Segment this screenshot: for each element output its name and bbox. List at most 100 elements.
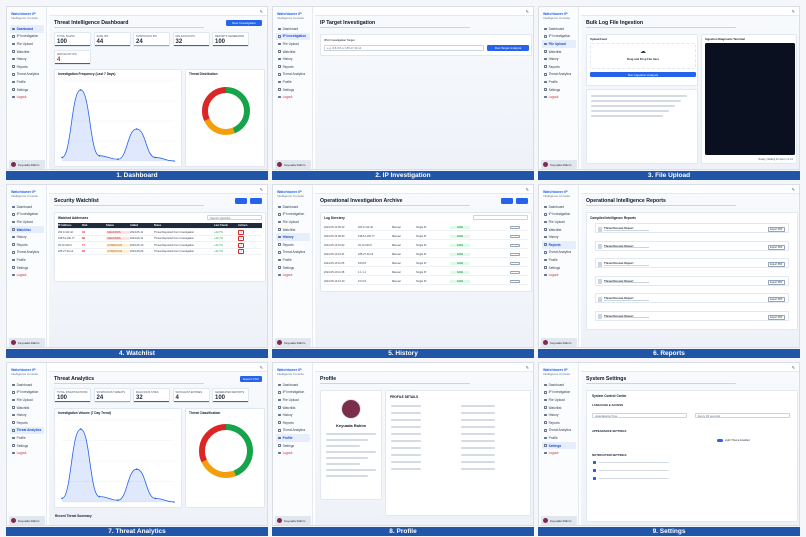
filter-button[interactable] (516, 198, 528, 204)
user-chip[interactable]: Keyuada Rahim (541, 516, 577, 525)
ip-input[interactable]: e.g. 8.8.8.8 or 185.27.40.14 (324, 45, 484, 51)
sidebar-item-dashboard[interactable]: Dashboard (10, 25, 44, 33)
sidebar-item-logout[interactable]: Logout (10, 449, 44, 457)
sidebar-item-watchlist[interactable]: Watchlist (10, 404, 44, 412)
edit-icon[interactable]: ✎ (259, 187, 263, 192)
watchlist-search[interactable]: Search watchlist (207, 215, 262, 220)
sidebar-item-threat-analytics[interactable]: Threat Analytics (276, 71, 310, 79)
sidebar-item-ip-investigation[interactable]: IP Investigation (10, 211, 44, 219)
view-button[interactable] (510, 225, 520, 229)
view-button[interactable] (510, 243, 520, 247)
export-pdf-button[interactable]: Export PDF (767, 262, 785, 267)
sidebar-item-history[interactable]: History (542, 411, 576, 419)
export-button[interactable] (250, 198, 262, 204)
sidebar-item-file-upload[interactable]: File Upload (276, 396, 310, 404)
sidebar-item-logout[interactable]: Logout (10, 93, 44, 101)
sidebar-item-ip-investigation[interactable]: IP Investigation (10, 33, 44, 41)
theme-toggle[interactable] (717, 439, 723, 442)
edit-icon[interactable]: ✎ (791, 187, 795, 192)
sidebar-item-profile[interactable]: Profile (10, 256, 44, 264)
user-chip[interactable]: Keyuada Rahim (275, 516, 311, 525)
sidebar-item-logout[interactable]: Logout (276, 449, 310, 457)
view-button[interactable] (510, 270, 520, 274)
sidebar-item-profile[interactable]: Profile (542, 434, 576, 442)
edit-icon[interactable]: ✎ (259, 365, 263, 370)
run-analysis-button[interactable]: Run Target Analysis (487, 45, 529, 51)
sidebar-item-threat-analytics[interactable]: Threat Analytics (542, 249, 576, 257)
sidebar-item-dashboard[interactable]: Dashboard (542, 203, 576, 211)
user-chip[interactable]: Keyuada Rahim (9, 516, 45, 525)
export-button[interactable] (501, 198, 513, 204)
sidebar-item-threat-analytics[interactable]: Threat Analytics (276, 427, 310, 435)
edit-icon[interactable]: ✎ (791, 365, 795, 370)
sidebar-item-history[interactable]: History (10, 411, 44, 419)
run-ingestion-button[interactable]: Run Ingestion Analysis (590, 72, 696, 77)
sidebar-item-dashboard[interactable]: Dashboard (10, 203, 44, 211)
edit-icon[interactable]: ✎ (525, 9, 529, 14)
sidebar-item-dashboard[interactable]: Dashboard (10, 381, 44, 389)
sidebar-item-reports[interactable]: Reports (542, 419, 576, 427)
checkbox[interactable] (593, 461, 596, 464)
sidebar-item-watchlist[interactable]: Watchlist (10, 225, 44, 234)
sidebar-item-threat-analytics[interactable]: Threat Analytics (10, 249, 44, 257)
user-chip[interactable]: Keyuada Rahim (9, 338, 45, 347)
sidebar-item-profile[interactable]: Profile (276, 434, 310, 442)
sidebar-item-history[interactable]: History (10, 233, 44, 241)
sidebar-item-threat-analytics[interactable]: Threat Analytics (542, 71, 576, 79)
sidebar-item-reports[interactable]: Reports (276, 63, 310, 71)
remove-button[interactable]: × (238, 249, 245, 255)
export-pdf-button[interactable]: Export PDF (767, 297, 785, 302)
sidebar-item-reports[interactable]: Reports (10, 241, 44, 249)
drop-zone[interactable]: ☁ Drag and Drop File Here (590, 43, 696, 69)
edit-icon[interactable]: ✎ (525, 187, 529, 192)
sidebar-item-reports[interactable]: Reports (542, 240, 576, 249)
sidebar-item-settings[interactable]: Settings (542, 441, 576, 450)
sidebar-item-logout[interactable]: Logout (10, 271, 44, 279)
sidebar-item-reports[interactable]: Reports (276, 241, 310, 249)
sidebar-item-ip-investigation[interactable]: IP Investigation (542, 33, 576, 41)
sidebar-item-file-upload[interactable]: File Upload (276, 218, 310, 226)
sidebar-item-logout[interactable]: Logout (542, 93, 576, 101)
sidebar-item-file-upload[interactable]: File Upload (10, 218, 44, 226)
sidebar-item-threat-analytics[interactable]: Threat Analytics (10, 426, 44, 435)
sidebar-item-reports[interactable]: Reports (10, 63, 44, 71)
sidebar-item-history[interactable]: History (10, 55, 44, 63)
sidebar-item-profile[interactable]: Profile (542, 256, 576, 264)
sidebar-item-watchlist[interactable]: Watchlist (10, 48, 44, 56)
sidebar-item-profile[interactable]: Profile (10, 434, 44, 442)
export-pdf-button[interactable]: Export PDF (767, 244, 785, 250)
user-chip[interactable]: Keyuada Rahim (275, 338, 311, 347)
sidebar-item-settings[interactable]: Settings (276, 264, 310, 272)
sidebar-item-logout[interactable]: Logout (542, 271, 576, 279)
sidebar-item-settings[interactable]: Settings (10, 264, 44, 272)
sidebar-item-settings[interactable]: Settings (276, 86, 310, 94)
sidebar-item-profile[interactable]: Profile (542, 78, 576, 86)
sidebar-item-ip-investigation[interactable]: IP Investigation (542, 389, 576, 397)
remove-button[interactable]: × (238, 236, 245, 242)
export-csv-button[interactable]: Export CSV (240, 376, 262, 382)
checkbox[interactable] (593, 469, 596, 472)
sidebar-item-logout[interactable]: Logout (276, 93, 310, 101)
sidebar-item-ip-investigation[interactable]: IP Investigation (10, 389, 44, 397)
sidebar-item-ip-investigation[interactable]: IP Investigation (276, 389, 310, 397)
sidebar-item-threat-analytics[interactable]: Threat Analytics (542, 427, 576, 435)
sidebar-item-threat-analytics[interactable]: Threat Analytics (10, 71, 44, 79)
user-chip[interactable]: Keyuada Rahim (541, 338, 577, 347)
sidebar-item-reports[interactable]: Reports (276, 419, 310, 427)
sidebar-item-file-upload[interactable]: File Upload (542, 396, 576, 404)
sidebar-item-dashboard[interactable]: Dashboard (276, 381, 310, 389)
sidebar-item-logout[interactable]: Logout (276, 271, 310, 279)
sidebar-item-watchlist[interactable]: Watchlist (276, 404, 310, 412)
sidebar-item-reports[interactable]: Reports (10, 419, 44, 427)
sidebar-item-settings[interactable]: Settings (276, 442, 310, 450)
sidebar-item-file-upload[interactable]: File Upload (276, 40, 310, 48)
sidebar-item-file-upload[interactable]: File Upload (542, 218, 576, 226)
new-investigation-button[interactable]: New Investigation (226, 20, 262, 26)
sidebar-item-profile[interactable]: Profile (10, 78, 44, 86)
sidebar-item-history[interactable]: History (542, 233, 576, 241)
sidebar-item-dashboard[interactable]: Dashboard (276, 25, 310, 33)
sidebar-item-profile[interactable]: Profile (276, 78, 310, 86)
view-button[interactable] (510, 261, 520, 265)
sidebar-item-file-upload[interactable]: File Upload (10, 396, 44, 404)
sidebar-item-profile[interactable]: Profile (276, 256, 310, 264)
